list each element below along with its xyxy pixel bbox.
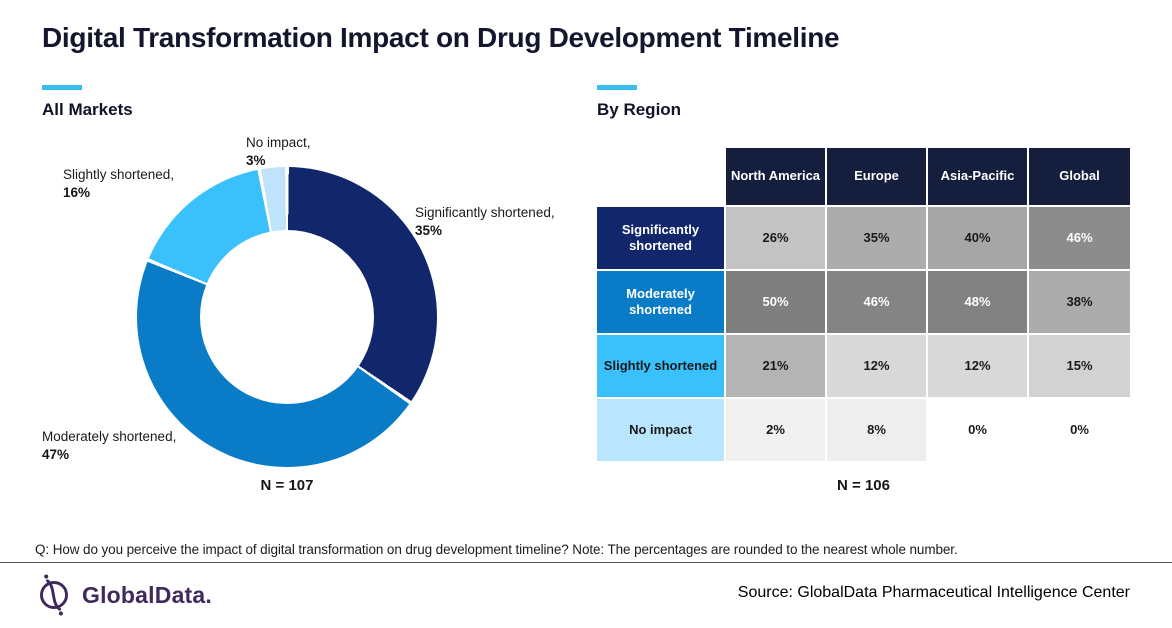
donut-label-value: 16%: [63, 185, 91, 201]
table-cell: 50%: [726, 271, 825, 333]
globaldata-logo-icon: [40, 574, 68, 616]
column-header: Europe: [827, 148, 926, 205]
source-attribution: Source: GlobalData Pharmaceutical Intell…: [737, 584, 1130, 601]
row-header: No impact: [597, 399, 724, 461]
table-cell: 26%: [726, 207, 825, 269]
table-cell: 0%: [1029, 399, 1130, 461]
donut-label-text: Significantly shortened,: [415, 205, 555, 220]
donut-chart: [137, 167, 437, 467]
table-cell: 40%: [928, 207, 1027, 269]
donut-label-text: No impact,: [246, 135, 311, 150]
globaldata-logo: GlobalData.: [35, 573, 212, 617]
donut-label-value: 47%: [42, 447, 70, 463]
page-title: Digital Transformation Impact on Drug De…: [42, 22, 840, 53]
table-cell: 48%: [928, 271, 1027, 333]
table-cell: 15%: [1029, 335, 1130, 397]
donut-label-slightly-shortened: Slightly shortened, 16%: [63, 166, 174, 202]
accent-bar: [597, 85, 637, 90]
table-corner-cell: [597, 148, 724, 205]
globaldata-logo-text: GlobalData.: [82, 581, 213, 608]
section-title-by-region: By Region: [597, 100, 682, 119]
donut-label-no-impact: No impact, 3%: [246, 134, 311, 170]
column-header: Asia-Pacific: [928, 148, 1027, 205]
donut-label-text: Slightly shortened,: [63, 167, 175, 182]
table-cell: 2%: [726, 399, 825, 461]
question-footnote: Q: How do you perceive the impact of dig…: [35, 542, 958, 557]
table-cell: 38%: [1029, 271, 1130, 333]
donut-hole: [200, 230, 374, 404]
table-cell: 46%: [1029, 207, 1130, 269]
donut-label-text: Moderately shortened,: [42, 429, 177, 444]
donut-label-moderately-shortened: Moderately shortened, 47%: [42, 428, 176, 464]
table-cell: 21%: [726, 335, 825, 397]
accent-bar: [42, 85, 82, 90]
column-header: North America: [726, 148, 825, 205]
column-header: Global: [1029, 148, 1130, 205]
section-title-all-markets: All Markets: [42, 100, 133, 119]
table-cell: 46%: [827, 271, 926, 333]
region-table: North America Europe Asia-Pacific Global Sig…: [597, 148, 1130, 461]
sample-size-by-region: N = 106: [837, 477, 890, 494]
table-cell: 35%: [827, 207, 926, 269]
row-header: Significantly shortened: [597, 207, 724, 269]
sample-size-all-markets: N = 107: [260, 477, 314, 494]
footer-divider: [0, 562, 1172, 563]
table-cell: 0%: [928, 399, 1027, 461]
donut-label-value: 3%: [246, 153, 266, 169]
row-header: Slightly shortened: [597, 335, 724, 397]
table-cell: 12%: [827, 335, 926, 397]
table-cell: 8%: [827, 399, 926, 461]
donut-label-significantly-shortened: Significantly shortened, 35%: [415, 204, 555, 240]
row-header: Moderately shortened: [597, 271, 724, 333]
donut-label-value: 35%: [415, 223, 443, 239]
table-cell: 12%: [928, 335, 1027, 397]
